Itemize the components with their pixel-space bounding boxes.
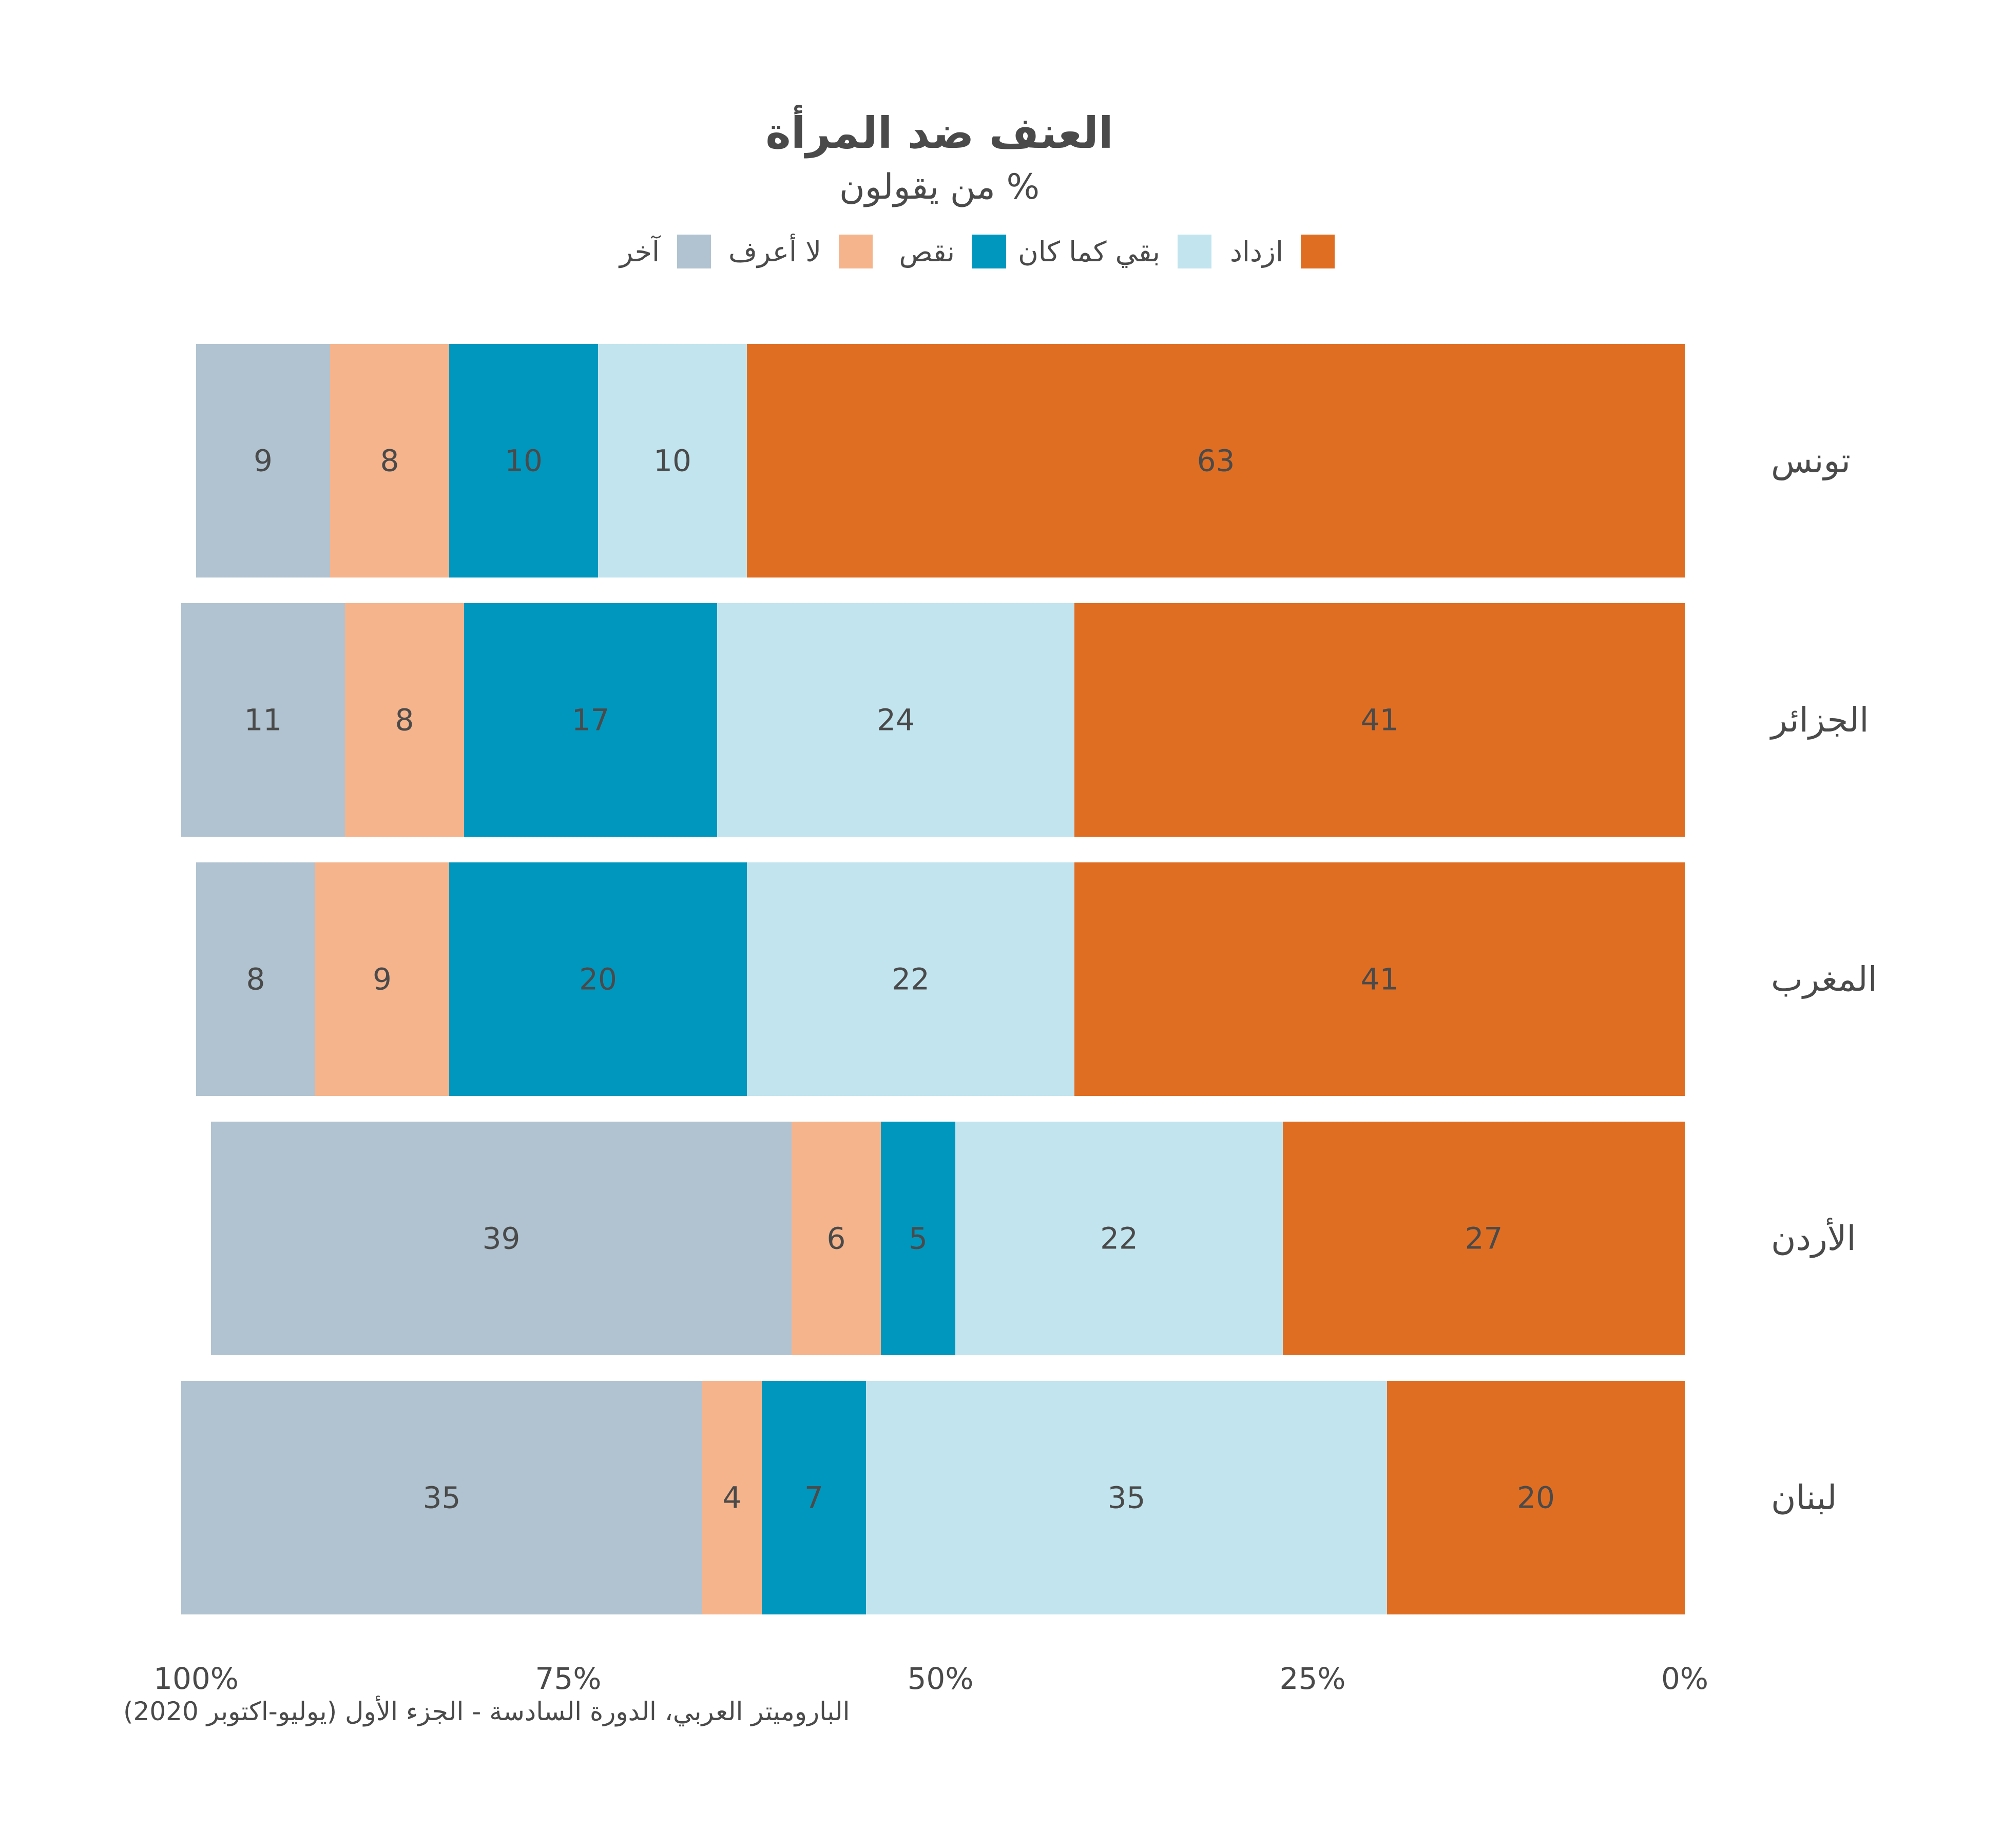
bar-segment <box>747 344 1685 578</box>
bar-value-label: 7 <box>804 1480 823 1515</box>
bar-value-label: 11 <box>244 703 282 738</box>
legend-label-same: بقي كما كان <box>1018 235 1160 268</box>
bar-segment <box>449 862 747 1096</box>
bar-segment <box>449 344 598 578</box>
x-tick-label: 50% <box>908 1661 974 1696</box>
bar-value-label: 17 <box>572 703 610 738</box>
bar-segment <box>315 862 449 1096</box>
bar-segment <box>464 603 717 837</box>
legend-swatch-increased <box>1301 235 1335 268</box>
bar-segment <box>702 1381 762 1614</box>
category-label: المغرب <box>1771 959 1877 999</box>
bar-value-label: 5 <box>909 1221 928 1256</box>
source-note: الباروميتر العربي، الدورة السادسة - الجز… <box>123 1697 850 1726</box>
bar-segment <box>181 603 345 837</box>
bar-value-label: 27 <box>1465 1221 1503 1256</box>
legend-label-dont-know: لا أعرف <box>728 235 821 268</box>
bar-segment <box>1283 1122 1685 1355</box>
bar-segment <box>866 1381 1387 1614</box>
x-tick-label: 75% <box>535 1661 602 1696</box>
bar-segment <box>1387 1381 1685 1614</box>
legend-swatch-same <box>1178 235 1211 268</box>
bar-value-label: 24 <box>877 703 915 738</box>
chart-legend: ازداد بقي كما كان نقص لا أعرف آخر <box>565 231 1335 277</box>
bar-value-label: 35 <box>423 1480 461 1515</box>
legend-item-other: آخر <box>620 231 711 272</box>
category-label: لبنان <box>1771 1478 1837 1517</box>
category-label: الأردن <box>1771 1217 1856 1258</box>
legend-swatch-dont-know <box>839 235 873 268</box>
bar-segment <box>181 1381 702 1614</box>
x-tick-label: 0% <box>1661 1661 1708 1696</box>
bar-value-label: 10 <box>653 444 691 478</box>
bar-segment <box>1074 862 1685 1096</box>
bar-value-label: 10 <box>505 444 543 478</box>
bar-segment <box>881 1122 955 1355</box>
bar-segment <box>330 344 449 578</box>
bar-value-label: 9 <box>254 444 273 478</box>
bar-value-label: 22 <box>1100 1221 1138 1256</box>
x-tick-label: 100% <box>153 1661 239 1696</box>
bar-value-label: 8 <box>246 962 265 997</box>
chart-title: العنف ضد المرأة <box>765 108 1113 158</box>
legend-item-increased: ازداد <box>1230 231 1335 272</box>
bar-segment <box>196 862 315 1096</box>
bar-segment <box>345 603 464 837</box>
legend-swatch-decreased <box>972 235 1006 268</box>
bar-value-label: 41 <box>1361 962 1399 997</box>
legend-item-decreased: نقص <box>899 231 1006 272</box>
x-tick-label: 25% <box>1280 1661 1346 1696</box>
bar-segment <box>1074 603 1685 837</box>
bar-value-label: 39 <box>483 1221 521 1256</box>
bar-segment <box>955 1122 1283 1355</box>
legend-swatch-other <box>677 235 711 268</box>
chart-subtitle: % من يقولون <box>839 167 1040 207</box>
bar-segment <box>196 344 330 578</box>
bar-value-label: 9 <box>373 962 392 997</box>
legend-item-same: بقي كما كان <box>1018 231 1211 272</box>
bar-value-label: 8 <box>380 444 399 478</box>
bar-segment <box>747 862 1074 1096</box>
bar-value-label: 63 <box>1197 444 1235 478</box>
legend-item-dont-know: لا أعرف <box>728 231 873 272</box>
bar-value-label: 6 <box>827 1221 846 1256</box>
bar-segment <box>792 1122 881 1355</box>
bar-value-label: 41 <box>1361 703 1399 738</box>
category-label: تونس <box>1771 441 1851 480</box>
legend-label-decreased: نقص <box>899 235 955 268</box>
category-label: الجزائر <box>1769 700 1869 740</box>
bar-segment <box>598 344 747 578</box>
bar-segment <box>717 603 1074 837</box>
bar-value-label: 35 <box>1108 1480 1146 1515</box>
legend-label-increased: ازداد <box>1229 235 1283 268</box>
bar-segment <box>211 1122 792 1355</box>
legend-label-other: آخر <box>619 235 660 268</box>
bar-value-label: 8 <box>395 703 414 738</box>
bar-value-label: 20 <box>1517 1480 1555 1515</box>
bar-value-label: 22 <box>892 962 930 997</box>
bar-segment <box>762 1381 866 1614</box>
bar-value-label: 4 <box>723 1480 742 1515</box>
bar-value-label: 20 <box>579 962 617 997</box>
